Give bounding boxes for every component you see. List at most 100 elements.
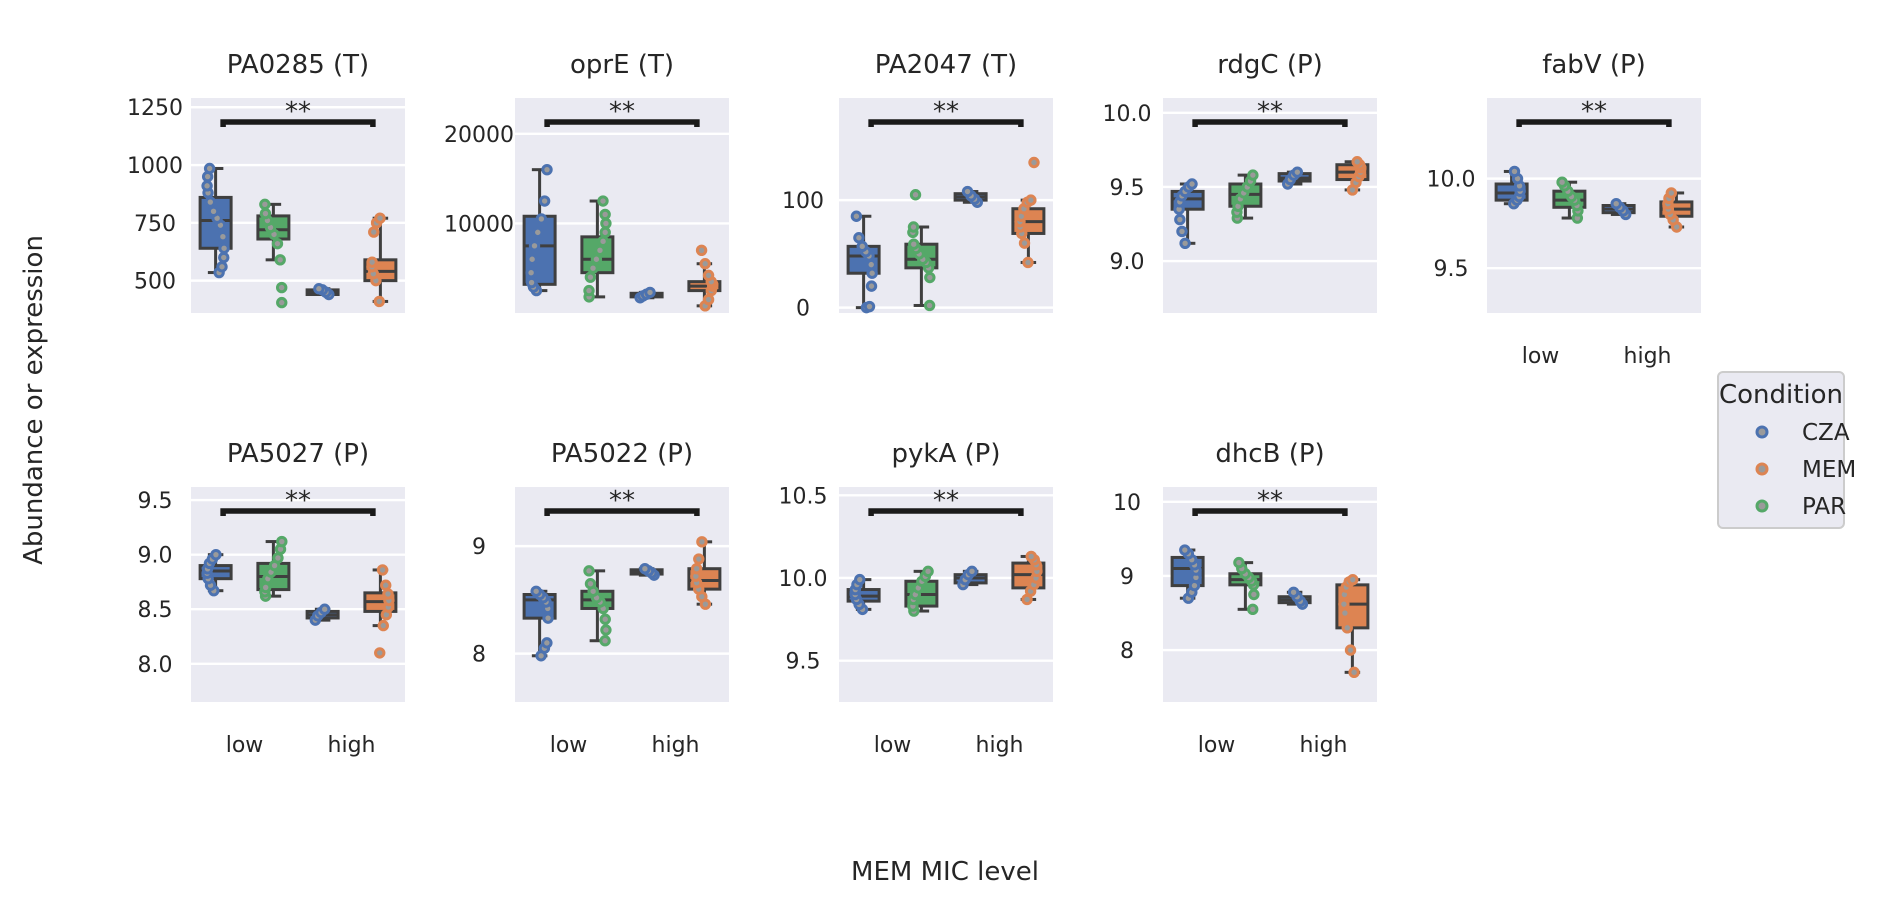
box-mem-high [1335,156,1370,196]
box-cza-low [1170,544,1205,604]
y-tick-label: 9.5 [1110,176,1145,201]
significance-label: ** [1581,97,1607,127]
box-par-low [1228,169,1263,224]
significance-label: ** [609,97,635,127]
panel-title: oprE (T) [570,50,674,80]
data-point [1339,607,1351,619]
box-mem-high [687,244,722,312]
data-point [599,635,611,647]
facet-panel: PA5022 (P) 8 9 low high ** [472,439,729,758]
data-point [909,189,922,201]
facet-panel: oprE (T) 10000 20000 ** [444,50,729,313]
box-par-low [1552,176,1587,224]
data-point [1338,598,1350,610]
panel-title: PA0285 (T) [227,50,369,80]
data-point [866,267,878,279]
data-point [922,565,934,578]
y-tick-label: 500 [134,270,176,295]
significance-bracket [544,508,700,516]
data-point [382,588,394,600]
y-tick-label: 10 [1113,491,1141,516]
panel-title: fabV (P) [1542,50,1646,80]
box-par-low [256,535,291,602]
data-point [1018,237,1031,249]
data-point [373,295,385,308]
legend-entry-mem: MEM [1755,457,1856,483]
data-point [644,286,656,299]
box-cza-low [1170,178,1205,250]
data-point [530,585,542,597]
significance-bracket [220,119,376,127]
data-point [908,238,920,250]
data-point [377,619,389,632]
data-point [525,266,537,279]
x-tick-label: low [550,733,588,758]
box-par-low [904,565,939,617]
data-point [599,226,611,239]
data-point [850,210,863,222]
y-tick-label: 9.5 [1434,257,1469,282]
y-axis-label: Abundance or expression [19,235,49,565]
data-point [966,565,978,578]
box-mem-high [687,536,722,610]
data-point [535,213,548,225]
data-point [693,553,705,565]
panel-title: PA5027 (P) [227,439,369,469]
y-tick-label: 750 [134,212,176,237]
legend-entry-cza: CZA [1755,420,1850,446]
data-point [217,231,229,243]
facet-panel: rdgC (P) 9.0 9.5 10.0 ** [1103,50,1377,313]
data-point [271,237,284,250]
data-point [1247,169,1259,181]
data-point [924,271,936,284]
data-point [865,280,878,292]
data-point [541,163,553,176]
data-point [376,564,389,576]
y-tick-label: 9.5 [138,489,173,514]
data-point [1174,213,1186,226]
y-tick-label: 100 [782,189,824,214]
data-point [854,573,866,586]
data-point [1179,544,1191,556]
data-point [584,578,597,590]
data-point [1022,256,1034,269]
data-point [276,535,288,548]
y-tick-label: 20000 [444,123,514,148]
data-point [1556,176,1568,188]
box-cza-high [629,563,664,581]
data-point [313,283,325,295]
significance-label: ** [933,97,959,127]
data-point [374,212,386,224]
legend-label: MEM [1802,457,1856,483]
data-point [366,256,378,268]
x-axis-label: MEM MIC level [851,857,1039,887]
panel-title: rdgC (P) [1217,50,1323,80]
significance-label: ** [1257,486,1283,516]
data-point [696,536,708,548]
data-point [600,217,612,230]
panel-title: PA2047 (T) [875,50,1017,80]
box-mem-high [1011,156,1046,269]
data-point [702,269,715,282]
data-point [210,548,222,561]
significance-label: ** [285,486,311,516]
data-point [1347,573,1359,586]
data-point [528,240,541,252]
significance-bracket [1516,119,1672,127]
data-point [1610,198,1622,210]
data-point [203,162,216,175]
data-point [863,300,876,313]
data-point [600,624,612,636]
data-point [259,207,272,220]
y-tick-label: 9 [1120,565,1134,590]
y-tick-label: 10.0 [1103,102,1152,127]
box-par-low [256,198,291,309]
box-cza-low [1494,165,1529,210]
box-cza-high [1277,586,1312,610]
y-tick-label: 8 [1120,639,1134,664]
data-point [1348,666,1360,679]
data-point [274,254,286,266]
legend-marker [1755,462,1769,476]
x-tick-label: high [1624,344,1672,369]
data-point [1351,156,1363,168]
